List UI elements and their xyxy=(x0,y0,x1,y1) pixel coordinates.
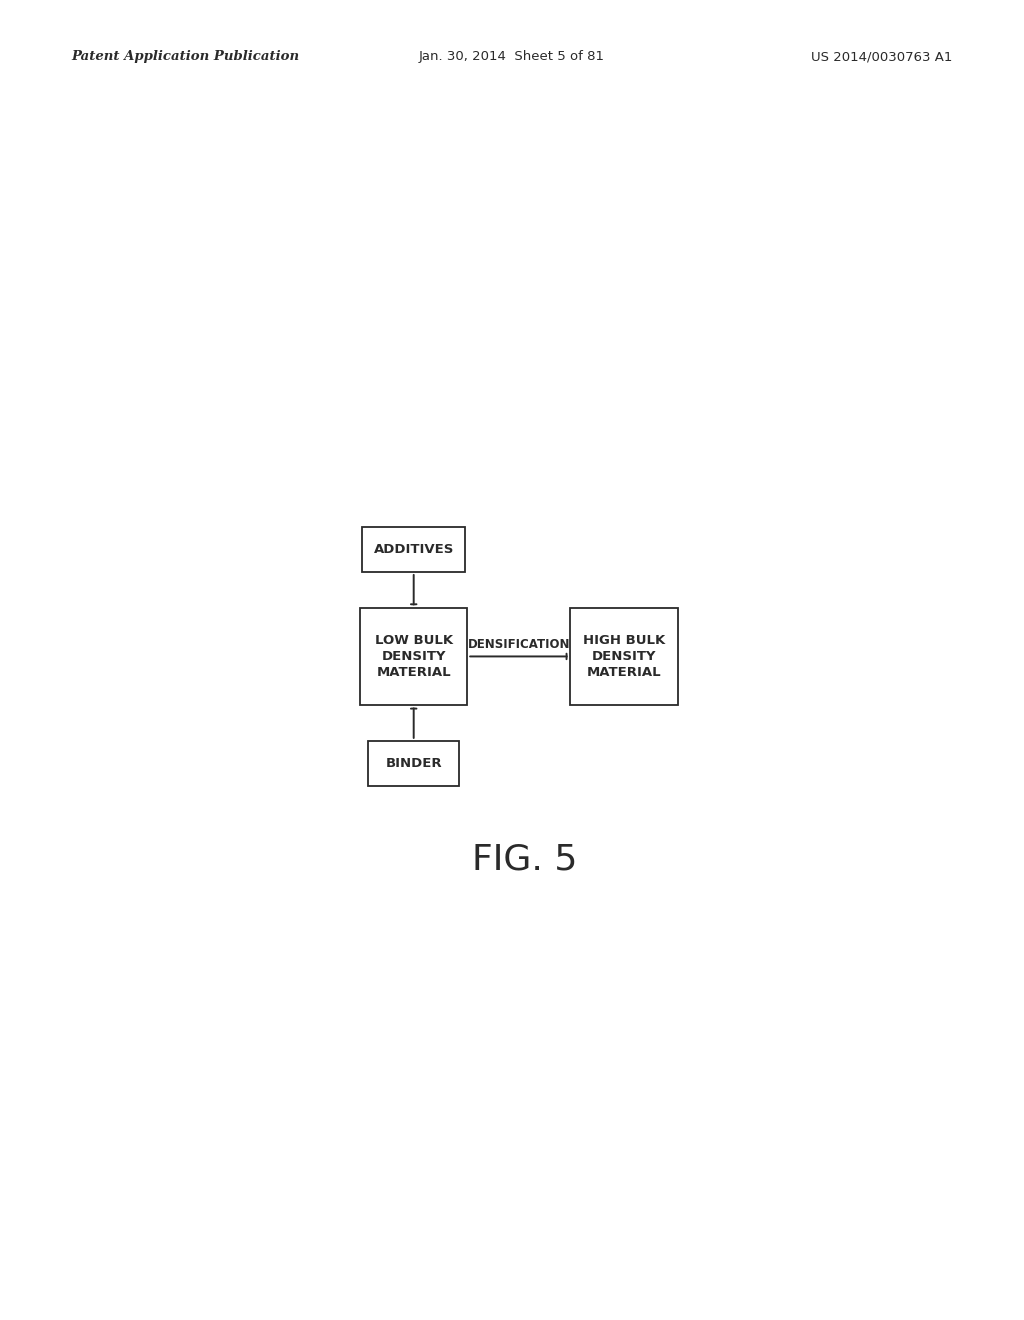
Text: FIG. 5: FIG. 5 xyxy=(472,842,578,876)
Bar xyxy=(570,609,678,705)
Text: ADDITIVES: ADDITIVES xyxy=(374,544,454,556)
Bar xyxy=(362,528,465,572)
Text: LOW BULK
DENSITY
MATERIAL: LOW BULK DENSITY MATERIAL xyxy=(375,634,453,678)
Text: Jan. 30, 2014  Sheet 5 of 81: Jan. 30, 2014 Sheet 5 of 81 xyxy=(419,50,605,63)
Text: US 2014/0030763 A1: US 2014/0030763 A1 xyxy=(811,50,952,63)
Bar xyxy=(360,609,467,705)
Text: BINDER: BINDER xyxy=(385,756,442,770)
Text: Patent Application Publication: Patent Application Publication xyxy=(72,50,300,63)
Text: HIGH BULK
DENSITY
MATERIAL: HIGH BULK DENSITY MATERIAL xyxy=(583,634,666,678)
Bar xyxy=(368,741,460,785)
Text: DENSIFICATION: DENSIFICATION xyxy=(468,639,570,651)
